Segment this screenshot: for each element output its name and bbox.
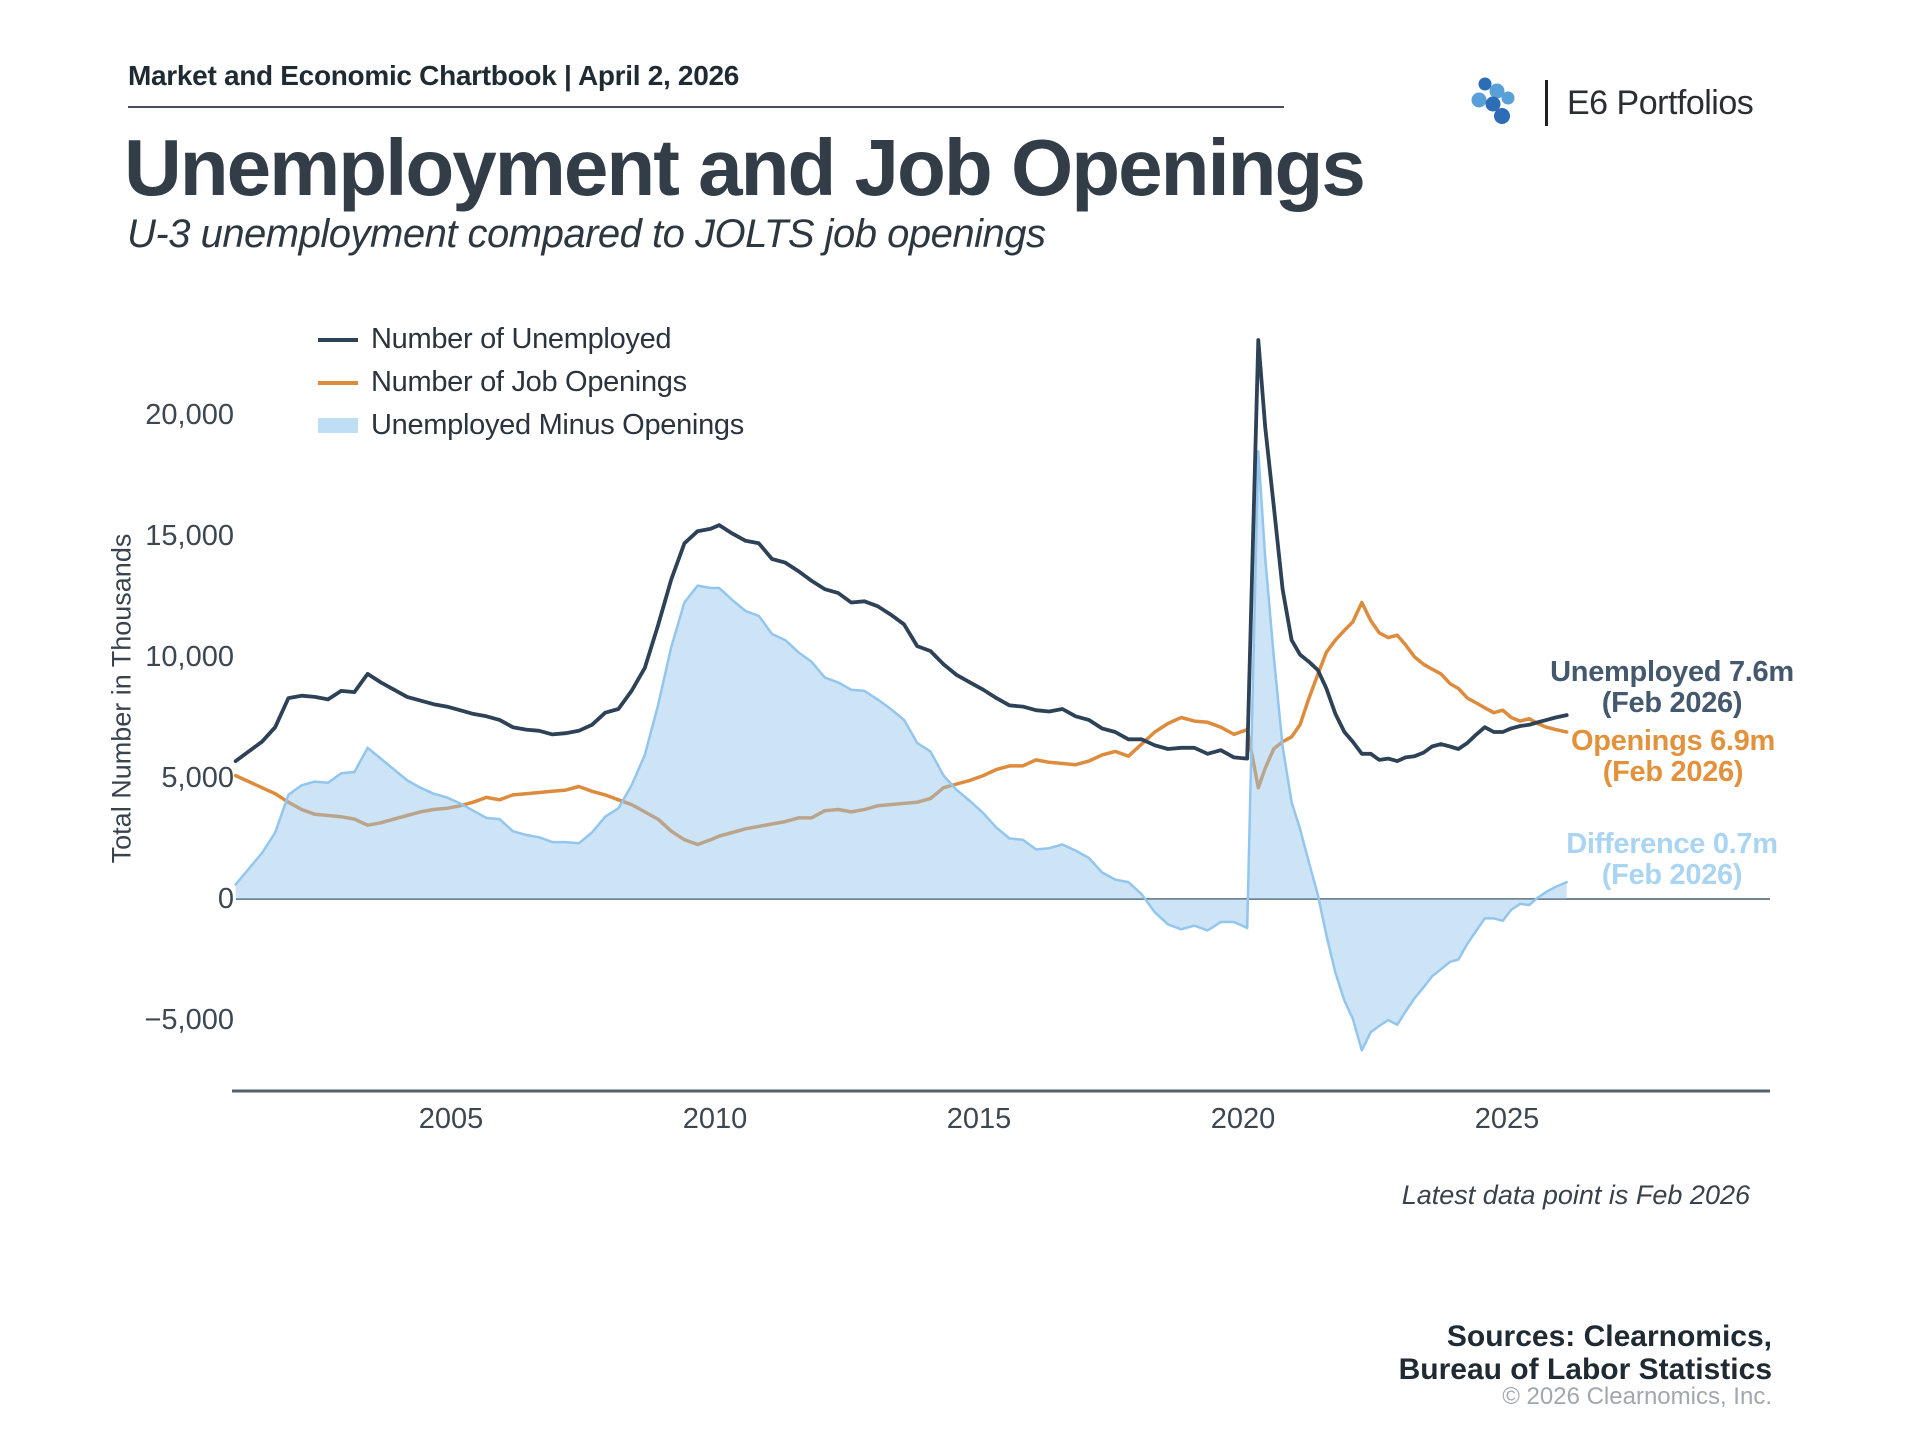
header-divider (128, 106, 1284, 108)
annotation-unemployed-value: Unemployed 7.6m (1550, 656, 1794, 688)
legend: Number of Unemployed Number of Job Openi… (318, 318, 744, 447)
openings-line (233, 600, 1569, 847)
legend-label: Number of Unemployed (371, 323, 672, 355)
report-title: Market and Economic Chartbook | April 2,… (128, 60, 740, 91)
unemployed-line (233, 338, 1569, 763)
openings-line-swatch (318, 380, 358, 385)
brand-dots-icon (1471, 77, 1515, 124)
sources-note: Sources: Clearnomics, Bureau of Labor St… (1072, 1320, 1772, 1386)
brand-logo (1466, 64, 1796, 128)
sources-line1: Sources: Clearnomics, (1446, 1320, 1772, 1353)
legend-label: Unemployed Minus Openings (371, 409, 744, 441)
legend-item-openings: Number of Job Openings (318, 361, 744, 404)
annotation-openings-date: (Feb 2026) (1602, 756, 1744, 788)
x-tick-2025: 2025 (1474, 1103, 1540, 1135)
y-tick-0: 0 (217, 883, 234, 915)
x-tick-2015: 2015 (946, 1103, 1012, 1135)
x-tick-2005: 2005 (418, 1103, 484, 1135)
unemployed-line-swatch (318, 337, 358, 342)
legend-item-difference: Unemployed Minus Openings (318, 404, 744, 447)
page-title: Unemployment and Job Openings (124, 123, 1366, 212)
annotation-difference-date: (Feb 2026) (1601, 859, 1743, 891)
y-tick-20000: 20,000 (145, 399, 234, 431)
annotation-openings: Openings 6.9m (Feb 2026) (1523, 726, 1823, 788)
x-tick-2010: 2010 (682, 1103, 748, 1135)
sources-line2: Bureau of Labor Statistics (1398, 1353, 1772, 1386)
difference-edge-line (234, 450, 1568, 1052)
page-subtitle: U-3 unemployment compared to JOLTS job o… (127, 212, 1046, 256)
difference-area (235, 451, 1567, 1051)
y-tick-15000: 15,000 (145, 520, 234, 552)
y-tick-5000: 5,000 (161, 762, 234, 794)
difference-area-swatch (318, 418, 358, 433)
annotation-openings-value: Openings 6.9m (1571, 725, 1775, 757)
y-axis-title: Total Number in Thousands (106, 533, 137, 864)
annotation-unemployed-date: (Feb 2026) (1601, 687, 1743, 719)
brand-name: E6 Portfolios (1567, 84, 1754, 122)
copyright-note: © 2026 Clearnomics, Inc. (1502, 1383, 1772, 1410)
annotation-difference: Difference 0.7m (Feb 2026) (1522, 829, 1822, 891)
brand-separator (1545, 80, 1548, 126)
annotation-unemployed: Unemployed 7.6m (Feb 2026) (1522, 657, 1822, 719)
y-tick-10000: 10,000 (145, 641, 234, 673)
legend-item-unemployed: Number of Unemployed (318, 318, 744, 361)
annotation-difference-value: Difference 0.7m (1566, 828, 1778, 860)
y-tick-neg5000: −5,000 (144, 1004, 234, 1036)
x-tick-2020: 2020 (1210, 1103, 1276, 1135)
latest-data-note: Latest data point is Feb 2026 (1401, 1180, 1750, 1210)
legend-label: Number of Job Openings (371, 366, 687, 398)
